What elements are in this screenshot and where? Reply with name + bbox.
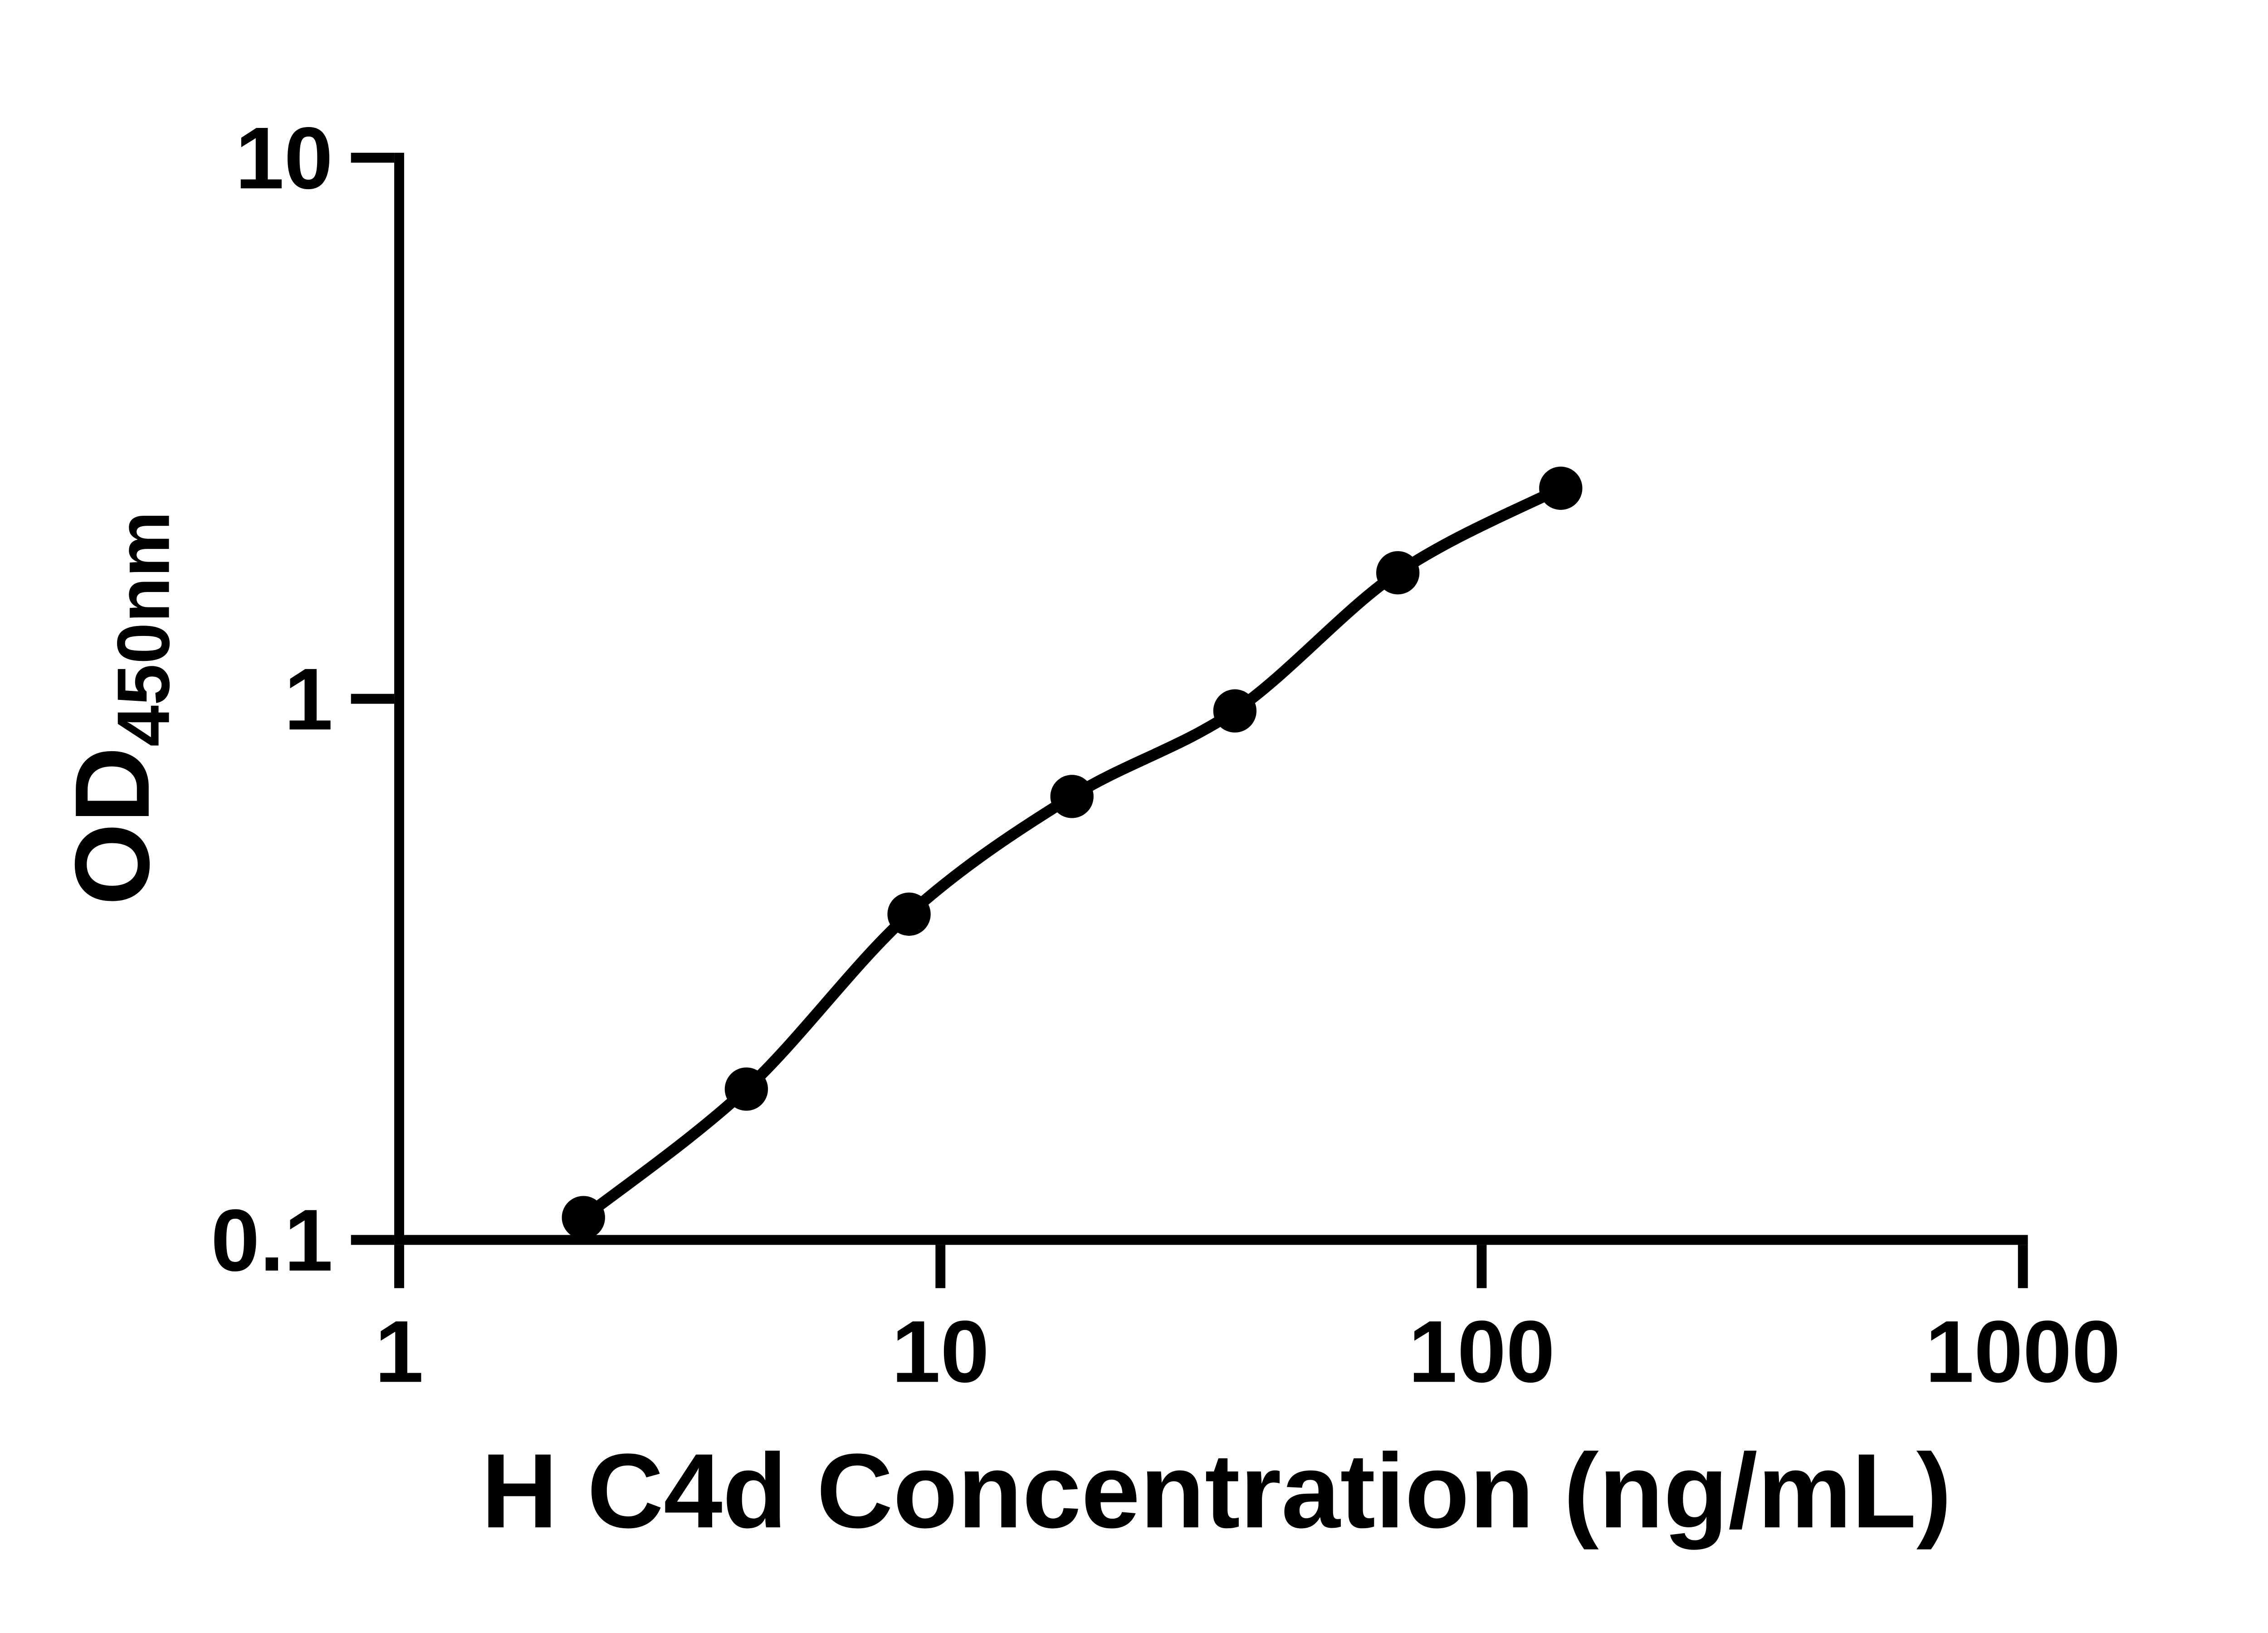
x-tick-label: 1: [375, 1303, 424, 1401]
plot-layer: 0.1 1 10 1 10 100 1000: [211, 109, 2121, 1401]
y-axis-title: OD450nm: [54, 511, 185, 905]
x-axis-title: H C4d Concentration (ng/mL): [481, 1432, 1952, 1550]
chart-canvas: 0.1 1 10 1 10 100 1000 H C4d Concentration (ng…: [0, 5, 2268, 1628]
y-axis-title-main: OD: [54, 747, 171, 905]
data-point: [1213, 689, 1257, 733]
trend-line: [580, 483, 1564, 1222]
y-axis-title-subscript: 450nm: [102, 511, 185, 747]
data-point: [1539, 466, 1583, 510]
data-point: [1050, 775, 1094, 818]
x-tick-label: 100: [1408, 1303, 1555, 1401]
x-tick-label: 1000: [1925, 1303, 2121, 1401]
y-tick-label: 10: [235, 109, 333, 207]
y-tick-label: 1: [284, 650, 333, 748]
x-tick-label: 10: [892, 1303, 989, 1401]
data-point: [1376, 551, 1420, 595]
data-point: [724, 1067, 768, 1111]
y-tick-label: 0.1: [211, 1192, 333, 1290]
data-point: [887, 892, 931, 936]
data-point: [562, 1196, 605, 1239]
